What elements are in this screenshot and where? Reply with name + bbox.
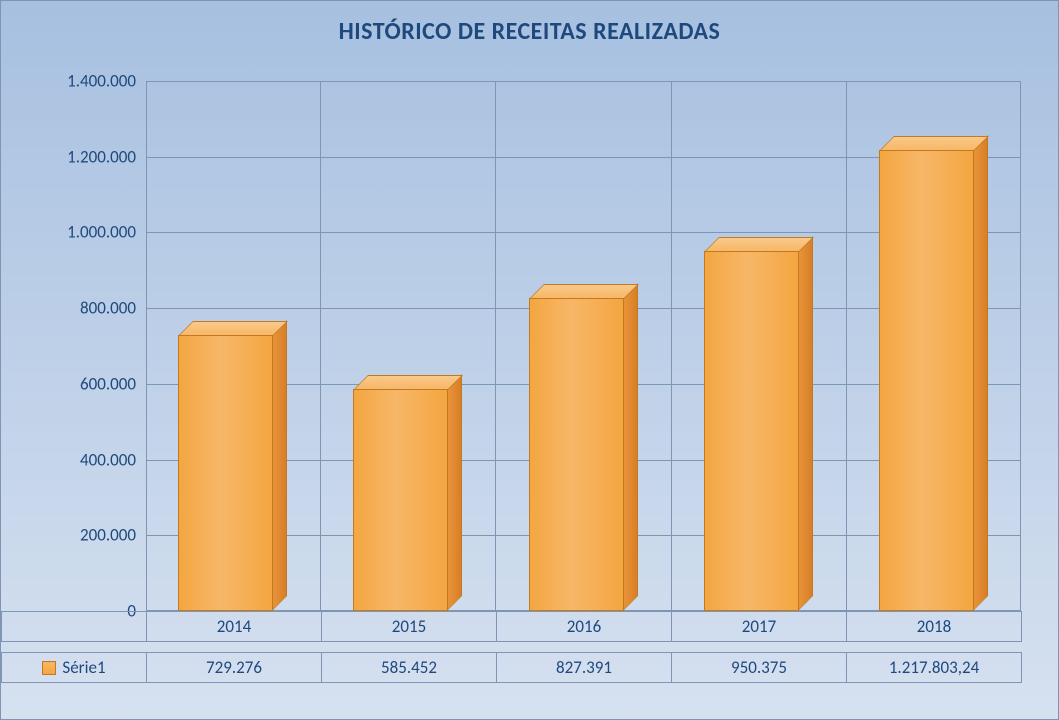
bar-top [529, 284, 639, 299]
bar-side [272, 320, 287, 611]
legend-swatch-icon [42, 661, 56, 675]
bar [178, 320, 288, 611]
bars-row [146, 81, 1021, 611]
bar-slot [146, 81, 321, 611]
y-tick-label: 400.000 [80, 449, 136, 470]
bar [353, 374, 463, 611]
category-cell: 2016 [497, 612, 672, 642]
bar-top [353, 375, 463, 390]
y-tick-label: 200.000 [80, 525, 136, 546]
y-tick-label: 1.200.000 [67, 146, 136, 167]
bar-front [529, 298, 624, 611]
bar-top [879, 136, 989, 151]
series-name: Série1 [62, 657, 105, 678]
category-cell: 2018 [847, 612, 1022, 642]
bar-top [704, 237, 814, 252]
value-row: Série1 729.276585.452827.391950.3751.217.… [1, 652, 1022, 683]
bar-front [353, 389, 448, 611]
bar-slot [496, 81, 671, 611]
bar-top [178, 321, 288, 336]
y-tick-label: 1.000.000 [67, 222, 136, 243]
bar-slot [847, 81, 1021, 611]
bar-front [879, 150, 974, 611]
value-cell: 585.452 [322, 653, 497, 683]
category-cell: 2015 [322, 612, 497, 642]
chart-container: HISTÓRICO DE RECEITAS REALIZADAS 0200.00… [0, 0, 1059, 720]
bar-side [447, 374, 462, 611]
value-cell: 729.276 [147, 653, 322, 683]
bar [879, 135, 989, 611]
chart-title: HISTÓRICO DE RECEITAS REALIZADAS [1, 1, 1058, 46]
series-label-cell: Série1 [2, 653, 147, 683]
bar-side [623, 283, 638, 611]
bar-front [178, 335, 273, 611]
value-cell: 1.217.803,24 [847, 653, 1022, 683]
bar-slot [321, 81, 496, 611]
category-header-blank [2, 612, 147, 642]
plot-area: 0200.000400.000600.000800.0001.000.0001.… [146, 81, 1021, 611]
category-cell: 2014 [147, 612, 322, 642]
y-tick-label: 800.000 [80, 298, 136, 319]
bar-side [973, 135, 988, 611]
bar-slot [672, 81, 847, 611]
bar-front [704, 251, 799, 611]
bar [704, 236, 814, 611]
y-tick-label: 600.000 [80, 373, 136, 394]
category-cell: 2017 [672, 612, 847, 642]
bar-side [798, 236, 813, 611]
y-tick-label: 1.400.000 [67, 71, 136, 92]
value-cell: 827.391 [497, 653, 672, 683]
value-cell: 950.375 [672, 653, 847, 683]
category-row: 20142015201620172018 [1, 611, 1022, 642]
bar [529, 283, 639, 611]
